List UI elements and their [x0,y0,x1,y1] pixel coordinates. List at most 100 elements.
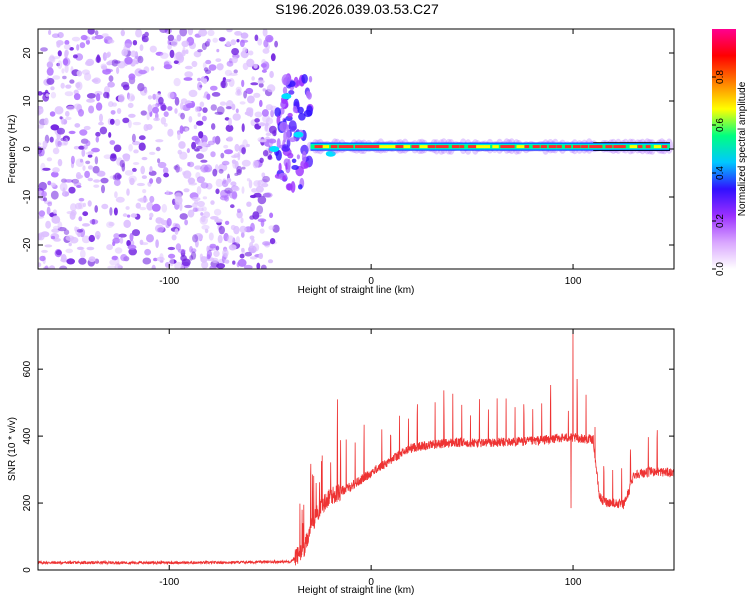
heatmap-noise-cell [265,132,272,136]
heatmap-noise-cell [174,261,183,269]
heatmap-noise-cell [73,93,81,101]
heatmap-noise-cell [257,179,263,187]
heatmap-noise-cell [50,182,56,187]
heatmap-noise-cell [254,34,259,42]
heatmap-noise-cell [108,221,115,227]
heatmap-noise-cell [194,165,202,170]
heatmap-noise-cell [224,149,233,155]
heatmap-noise-cell [122,213,128,217]
heatmap-noise-cell [64,91,74,97]
heatmap-noise-cell [125,206,130,210]
heatmap-noise-cell [253,243,260,252]
heatmap-noise-cell [220,152,225,159]
heatmap-carrier-core [532,145,540,149]
heatmap-noise-cell [221,80,226,89]
heatmap-noise-cell [167,91,175,99]
heatmap-noise-cell [52,75,61,80]
heatmap-noise-cell [113,207,118,216]
heatmap-noise-cell [196,145,203,150]
heatmap-carrier-core [355,145,363,149]
heatmap-noise-cell [226,178,230,185]
heatmap-noise-cell [138,135,146,141]
heatmap-noise-cell [143,124,149,132]
heatmap-noise-cell [57,158,63,167]
heatmap-noise-cell [75,202,82,210]
heatmap-noise-cell [109,259,117,266]
heatmap-noise-cell [216,263,226,269]
heatmap-noise-cell [262,241,271,246]
heatmap-noise-cell [120,29,126,37]
heatmap-noise-cell [160,117,167,125]
heatmap-noise-cell [211,123,216,130]
heatmap-noise-cell [274,40,278,48]
heatmap-noise-cell [114,60,121,64]
heatmap-noise-cell [52,225,61,230]
snr-panel: -100 0 100 0 200 400 600 Height of straight l… [7,328,675,596]
heatmap-noise-cell [45,93,49,97]
heatmap-noise-cell [224,220,230,225]
heatmap-noise-cell [78,257,87,265]
heatmap-carrier-core [387,145,397,149]
heatmap-noise-cell [216,63,224,71]
heatmap-noise-cell [38,142,42,146]
heatmap-noise-cell [56,127,65,135]
heatmap-transition-cell [308,75,313,83]
heatmap-noise-cell [70,155,75,165]
heatmap-noise-cell [69,79,75,84]
heatmap-noise-cell [128,144,133,152]
heatmap-noise-cell [217,234,223,244]
heatmap-noise-cell [57,50,62,57]
heatmap-y-axis-label: Frequency (Hz) [7,115,18,184]
heatmap-noise-cell [166,190,169,196]
heatmap-noise-cell [59,116,63,120]
heatmap-noise-cell [101,65,108,70]
heatmap-noise-cell [181,258,191,267]
heatmap-noise-cell [42,167,51,171]
heatmap-noise-cell [260,63,267,68]
heatmap-noise-cell [146,202,154,211]
heatmap-noise-cell [126,188,130,196]
heatmap-noise-cell [197,49,203,53]
heatmap-noise-cell [262,29,268,37]
heatmap-noise-cell [79,249,86,259]
heatmap-noise-cell [41,249,48,253]
heatmap-noise-cell [262,175,270,183]
heatmap-noise-cell [239,253,245,259]
heatmap-noise-cell [110,110,116,115]
heatmap-noise-cell [248,50,254,56]
heatmap-noise-cell [76,174,83,179]
heatmap-noise-cell [197,77,201,82]
heatmap-noise-cell [40,47,48,52]
heatmap-noise-cell [95,93,101,102]
heatmap-noise-cell [74,123,81,128]
colorbar-tick-label: 0.2 [715,214,726,228]
heatmap-noise-cell [70,210,77,216]
heatmap-noise-cell [210,200,215,205]
heatmap-noise-cell [149,195,155,203]
heatmap-transition-cell [291,165,299,170]
heatmap-noise-cell [113,178,121,187]
heatmap-noise-cell [259,228,265,234]
heatmap-noise-cell [54,106,64,115]
heatmap-carrier-core [484,145,491,149]
heatmap-noise-cell [153,117,161,122]
heatmap-noise-cell [128,248,137,256]
heatmap-noise-cell [132,229,140,237]
heatmap-noise-cell [65,248,73,254]
heatmap-noise-cell [199,253,203,260]
heatmap-noise-cell [88,256,96,263]
heatmap-noise-cell [230,39,237,46]
heatmap-noise-cell [155,176,162,184]
heatmap-noise-cell [38,181,47,191]
heatmap-noise-cell [124,170,134,176]
heatmap-noise-cell [241,247,245,253]
heatmap-noise-cell [57,227,67,232]
heatmap-noise-cell [87,165,94,170]
heatmap-transition-cell [276,138,281,150]
heatmap-noise-cell [40,231,50,238]
heatmap-noise-cell [44,117,49,126]
heatmap-noise-cell [47,201,53,207]
heatmap-noise-cell [65,84,72,89]
heatmap-noise-cell [219,101,227,106]
heatmap-noise-cell [82,211,89,217]
